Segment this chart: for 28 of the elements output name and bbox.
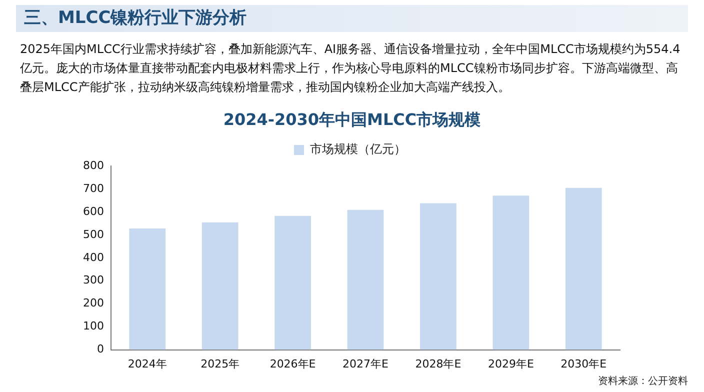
text: 资料来源：公开资料 <box>598 374 688 388</box>
bar <box>202 222 238 350</box>
bar <box>129 228 166 350</box>
y-tick-label: 300 <box>82 274 104 287</box>
chart-title: 2024-2030年中国MLCC市场规模 <box>222 110 482 131</box>
y-tick-label: 600 <box>82 204 104 218</box>
y-tick-label: 400 <box>82 250 104 264</box>
legend-label: 市场规模（亿元） <box>310 142 406 156</box>
y-tick-label: 200 <box>82 296 104 310</box>
y-tick-label: 0 <box>96 342 104 356</box>
y-tick-label: 700 <box>82 182 104 195</box>
chart-subtitle: 2025年国内MLCC行业需求持续扩容，叠加新能源汽车、AI服务器、通信设备增量拉动，全年中国MLCC市场规模约为554.4亿元。庞大的市场体量直接带动配套内电极材料需求上行，作为核心导电原料的MLCC镍粉市场同步扩容。下游高端微型、高叠层MLCC产能扩张，拉动纳米级高纯镍粉增量需求，推动国内镍粉企业加大高端产线投入。 <box>20 41 682 96</box>
bar <box>347 210 384 350</box>
x-tick-label: 2027年E <box>342 357 389 370</box>
text: 三、MLCC镍粉行业下游分析 <box>16 5 688 32</box>
x-tick-label: 2025年 <box>200 357 240 370</box>
x-tick-label: 2029年E <box>488 357 534 370</box>
x-tick-label: 2030年E <box>560 357 607 370</box>
y-tick-label: 800 <box>82 158 104 172</box>
bar <box>565 188 602 350</box>
bar <box>492 196 530 350</box>
x-tick-label: 2028年E <box>415 357 462 370</box>
x-tick-label: 2024年 <box>128 357 167 370</box>
x-tick-label: 2026年E <box>270 357 316 370</box>
y-tick-label: 100 <box>82 320 104 333</box>
y-tick-label: 500 <box>82 228 104 241</box>
bar <box>274 216 311 350</box>
bar <box>420 203 456 350</box>
